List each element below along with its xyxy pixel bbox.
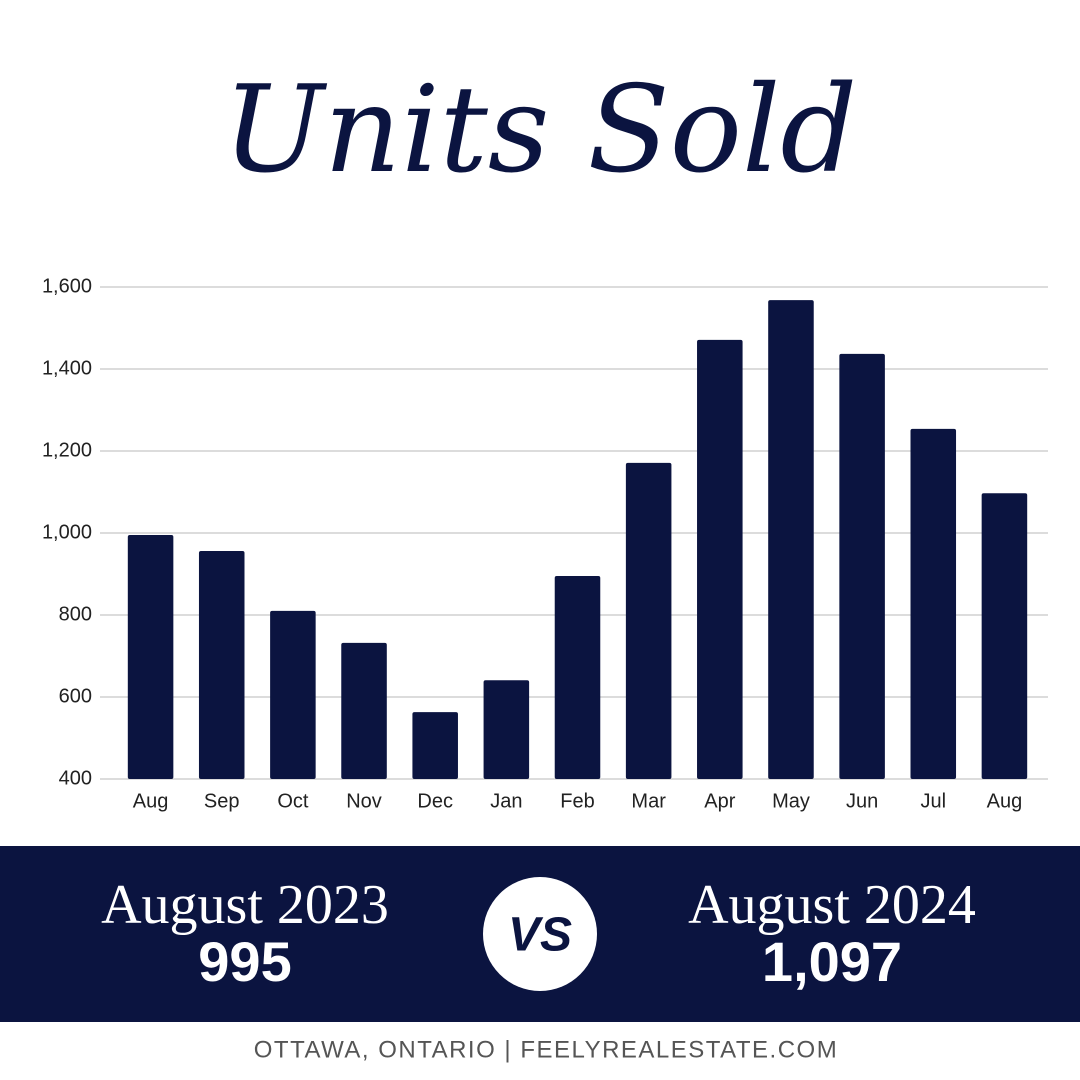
bar bbox=[768, 300, 814, 779]
y-tick-label: 800 bbox=[59, 603, 92, 625]
x-tick-label: Oct bbox=[277, 790, 309, 812]
x-tick-label: May bbox=[772, 790, 810, 812]
left-period: August 2023 bbox=[101, 874, 389, 936]
bar bbox=[270, 610, 316, 779]
bar bbox=[127, 535, 174, 779]
plot: 400 600 800 1,000 1,200 1,400 1,600 Aug Sep Oct No… bbox=[42, 275, 1048, 812]
x-tick-label: Apr bbox=[704, 790, 735, 812]
x-tick-label: Aug bbox=[987, 790, 1023, 812]
x-tick-label: Dec bbox=[417, 790, 453, 812]
x-tick-label: Jan bbox=[490, 790, 522, 812]
x-tick-label: Jul bbox=[920, 790, 946, 812]
y-tick-label: 600 bbox=[59, 685, 92, 707]
right-value: 1,097 bbox=[762, 930, 902, 993]
bar bbox=[198, 551, 245, 779]
y-tick-label: 1,600 bbox=[42, 275, 92, 297]
footer: OTTAWA, ONTARIO | FEELYREALESTATE.COM bbox=[254, 1036, 838, 1063]
vs-circle bbox=[483, 877, 597, 991]
bar bbox=[839, 353, 885, 779]
bar bbox=[412, 712, 458, 779]
y-tick-label: 1,000 bbox=[42, 521, 92, 543]
vs-label: VS bbox=[508, 909, 572, 962]
bar bbox=[981, 493, 1028, 779]
x-tick-label: Mar bbox=[631, 790, 666, 812]
x-tick-label: Feb bbox=[560, 790, 594, 812]
bar bbox=[483, 680, 530, 779]
bar bbox=[625, 462, 672, 779]
bar bbox=[341, 642, 387, 779]
bar bbox=[910, 428, 957, 779]
y-tick-label: 1,400 bbox=[42, 357, 92, 379]
bar bbox=[697, 339, 743, 779]
y-tick-label: 1,200 bbox=[42, 439, 92, 461]
x-tick-label: Aug bbox=[133, 790, 169, 812]
chart-title: Units Sold bbox=[223, 61, 857, 200]
bar bbox=[554, 576, 601, 779]
x-tick-label: Sep bbox=[204, 790, 240, 812]
left-value: 995 bbox=[198, 930, 291, 993]
right-period: August 2024 bbox=[688, 874, 976, 936]
x-tick-label: Nov bbox=[346, 790, 382, 812]
y-tick-label: 400 bbox=[59, 767, 92, 789]
x-tick-label: Jun bbox=[846, 790, 878, 812]
